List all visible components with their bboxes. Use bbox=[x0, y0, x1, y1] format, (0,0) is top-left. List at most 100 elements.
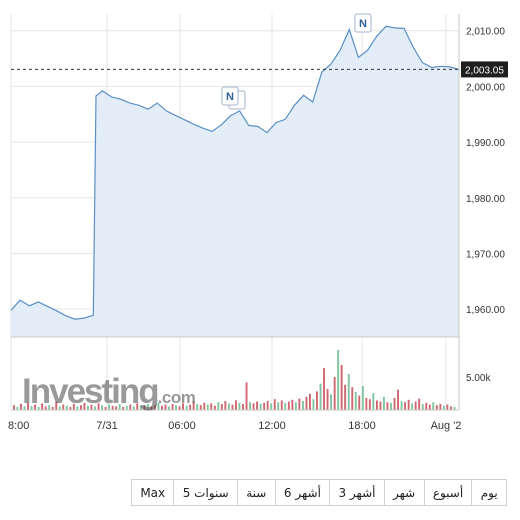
volume-bar bbox=[80, 405, 82, 410]
volume-bar bbox=[171, 404, 174, 410]
volume-bar bbox=[259, 404, 262, 410]
volume-bar bbox=[319, 383, 322, 410]
volume-bar bbox=[302, 401, 304, 410]
volume-bar bbox=[397, 389, 399, 410]
volume-bar bbox=[354, 392, 357, 410]
volume-bar bbox=[65, 405, 68, 410]
volume-bar bbox=[238, 402, 241, 410]
volume-bar bbox=[48, 405, 51, 410]
volume-bar bbox=[298, 398, 301, 410]
volume-bar bbox=[76, 406, 79, 410]
volume-bar bbox=[333, 377, 336, 410]
volume-bar bbox=[90, 404, 93, 410]
volume-bar bbox=[344, 384, 347, 410]
volume-layer bbox=[13, 350, 456, 410]
volume-bar bbox=[199, 405, 202, 410]
range-button-0[interactable]: يوم bbox=[471, 480, 506, 505]
volume-bar bbox=[312, 399, 315, 410]
volume-bar bbox=[154, 405, 156, 410]
volume-bar bbox=[125, 405, 128, 410]
volume-bar bbox=[309, 393, 311, 410]
volume-bar bbox=[206, 404, 209, 410]
y-tick-label: 2,000.00 bbox=[466, 82, 505, 93]
x-tick-label: 12:00 bbox=[258, 420, 286, 432]
volume-bar bbox=[280, 400, 283, 410]
volume-bar bbox=[44, 406, 47, 410]
volume-bar bbox=[351, 387, 354, 410]
volume-bar bbox=[263, 402, 266, 410]
news-marker-label: N bbox=[359, 18, 367, 30]
volume-bar bbox=[104, 407, 107, 410]
volume-bar bbox=[69, 407, 72, 410]
price-chart: 2,010.00 2,000.00 1,990.00 1,980.00 1,970.00… bbox=[8, 13, 508, 432]
volume-bar bbox=[305, 396, 308, 410]
volume-bar bbox=[37, 407, 40, 410]
volume-bar bbox=[118, 404, 121, 410]
volume-bar bbox=[428, 404, 431, 410]
volume-bar bbox=[245, 382, 248, 410]
range-button-1[interactable]: أسبوع bbox=[423, 480, 472, 505]
volume-bar bbox=[150, 406, 153, 410]
volume-bar bbox=[13, 405, 15, 410]
volume-bar bbox=[270, 403, 273, 410]
range-button-7[interactable]: Max bbox=[140, 485, 166, 500]
volume-bar bbox=[277, 402, 280, 410]
range-button-4[interactable]: 6 أشهر bbox=[274, 480, 330, 505]
volume-bar bbox=[189, 404, 192, 410]
volume-bar bbox=[20, 404, 22, 410]
volume-bar bbox=[136, 403, 139, 410]
volume-bar bbox=[220, 404, 223, 410]
news-marker[interactable]: N bbox=[221, 86, 246, 110]
x-tick-label: Aug '2 bbox=[431, 420, 462, 432]
volume-bar bbox=[51, 407, 54, 410]
volume-bar bbox=[337, 350, 340, 410]
volume-bar bbox=[390, 402, 392, 410]
volume-bar bbox=[316, 391, 318, 410]
volume-bar bbox=[97, 403, 100, 410]
volume-bar bbox=[368, 399, 371, 410]
volume-bar bbox=[450, 406, 452, 410]
range-button-6[interactable]: 5 سنوات bbox=[173, 480, 237, 505]
volume-bar bbox=[231, 404, 234, 410]
volume-bar bbox=[287, 401, 290, 410]
volume-bar bbox=[129, 404, 132, 410]
volume-bar bbox=[376, 400, 378, 410]
range-button-3[interactable]: 3 أشهر bbox=[329, 480, 384, 505]
volume-bar bbox=[358, 395, 361, 410]
volume-bar bbox=[252, 403, 255, 410]
volume-bar bbox=[404, 402, 406, 410]
volume-bar bbox=[249, 402, 251, 410]
volume-bar bbox=[372, 393, 375, 410]
volume-bar bbox=[407, 399, 410, 410]
news-marker[interactable]: N bbox=[354, 13, 372, 33]
volume-bar bbox=[379, 401, 382, 410]
volume-bar bbox=[168, 406, 170, 410]
volume-bar bbox=[146, 404, 149, 410]
volume-bar bbox=[340, 365, 343, 410]
y-tick-label: 1,970.00 bbox=[466, 249, 505, 260]
y-tick-label: 1,990.00 bbox=[466, 138, 505, 149]
volume-bar bbox=[143, 405, 146, 410]
y-tick-label: 2,010.00 bbox=[466, 27, 505, 38]
volume-bar bbox=[34, 404, 36, 410]
volume-bar bbox=[213, 405, 216, 410]
news-marker-layer: NN bbox=[221, 13, 372, 110]
range-button-2[interactable]: شهر bbox=[383, 480, 424, 505]
volume-bar bbox=[228, 403, 230, 410]
volume-bar bbox=[442, 405, 445, 410]
volume-bar bbox=[323, 368, 325, 410]
volume-bar bbox=[83, 402, 86, 410]
volume-bar bbox=[294, 402, 297, 410]
volume-bar bbox=[291, 399, 294, 410]
time-range-selector: يوم أسبوع شهر 3 أشهر 6 أشهر سنة 5 سنوات Max bbox=[131, 479, 507, 506]
volume-bar bbox=[347, 374, 350, 410]
news-marker-label: N bbox=[226, 91, 234, 103]
volume-bar bbox=[87, 405, 89, 410]
range-button-5[interactable]: سنة bbox=[236, 480, 275, 505]
volume-bar bbox=[439, 404, 442, 410]
volume-bar bbox=[284, 402, 287, 410]
volume-bar bbox=[157, 402, 160, 410]
volume-bar bbox=[58, 406, 61, 410]
volume-bar bbox=[411, 403, 414, 410]
volume-bar bbox=[414, 401, 417, 410]
